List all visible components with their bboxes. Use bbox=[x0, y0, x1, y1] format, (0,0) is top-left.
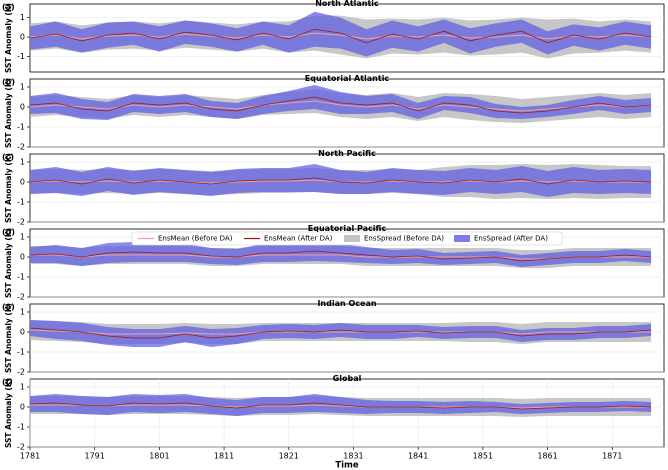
y-tick-label: 0 bbox=[20, 328, 25, 337]
panel-label: (a) bbox=[2, 3, 15, 12]
panel-title: Indian Ocean bbox=[317, 299, 376, 308]
panel-label: (d) bbox=[2, 228, 15, 237]
y-axis-label: SST Anomaly (K) bbox=[4, 303, 13, 373]
y-axis-label: SST Anomaly (K) bbox=[4, 228, 13, 298]
y-tick-label: 0 bbox=[20, 403, 25, 412]
panel-title: Global bbox=[333, 374, 362, 383]
x-tick-label: 1801 bbox=[149, 452, 169, 461]
y-tick-label: 0 bbox=[20, 33, 25, 42]
x-tick-label: 1841 bbox=[408, 452, 428, 461]
spread-band bbox=[30, 164, 652, 197]
panel-label: (b) bbox=[2, 78, 15, 87]
legend-swatch bbox=[454, 235, 470, 242]
mean-line bbox=[29, 327, 652, 339]
panel-label: (e) bbox=[2, 303, 15, 312]
x-tick-label: 1781 bbox=[20, 452, 40, 461]
mean-line bbox=[29, 329, 652, 335]
y-tick-label: 0 bbox=[20, 253, 25, 262]
spread-band bbox=[30, 320, 652, 347]
panel-title: Equatorial Atlantic bbox=[305, 74, 390, 83]
y-tick-label: -1 bbox=[17, 198, 25, 207]
y-tick-label: -2 bbox=[17, 293, 25, 302]
y-tick-label: 0 bbox=[20, 178, 25, 187]
y-tick-label: -2 bbox=[17, 143, 25, 152]
y-axis-label: SST Anomaly (K) bbox=[4, 378, 13, 448]
mean-line bbox=[29, 28, 652, 44]
mean-line bbox=[29, 32, 652, 40]
legend-label: EnsSpread (Before DA) bbox=[364, 235, 444, 243]
x-tick-label: 1831 bbox=[343, 452, 363, 461]
panel-title: North Atlantic bbox=[315, 0, 379, 8]
x-tick-label: 1811 bbox=[214, 452, 234, 461]
x-tick-label: 1871 bbox=[602, 452, 622, 461]
legend-label: EnsSpread (After DA) bbox=[474, 235, 548, 243]
panel-title: North Pacific bbox=[318, 149, 376, 158]
y-tick-label: -2 bbox=[17, 368, 25, 377]
y-axis-label: SST Anomaly (K) bbox=[4, 3, 13, 73]
legend-label: EnsMean (After DA) bbox=[264, 235, 333, 243]
y-tick-label: 1 bbox=[20, 13, 25, 22]
mean-line bbox=[29, 177, 652, 185]
y-tick-label: -2 bbox=[17, 443, 25, 452]
y-tick-label: 1 bbox=[20, 383, 25, 392]
y-axis-label: SST Anomaly (K) bbox=[4, 78, 13, 148]
panel-label: (c) bbox=[2, 153, 14, 162]
spread-band bbox=[30, 241, 652, 267]
panel-title: Equatorial Pacific bbox=[308, 224, 387, 233]
x-tick-label: 1861 bbox=[537, 452, 557, 461]
y-tick-label: -1 bbox=[17, 423, 25, 432]
y-tick-label: 0 bbox=[20, 103, 25, 112]
y-tick-label: -1 bbox=[17, 273, 25, 282]
x-tick-label: 1791 bbox=[85, 452, 105, 461]
x-axis-label: Time bbox=[335, 461, 359, 470]
x-tick-label: 1851 bbox=[473, 452, 493, 461]
legend-swatch bbox=[344, 235, 360, 242]
y-tick-label: 1 bbox=[20, 158, 25, 167]
panel-label: (f) bbox=[2, 378, 13, 387]
spread-band bbox=[30, 11, 652, 57]
y-tick-label: 1 bbox=[20, 233, 25, 242]
legend-label: EnsMean (Before DA) bbox=[158, 235, 233, 243]
y-tick-label: -2 bbox=[17, 218, 25, 227]
y-tick-label: -1 bbox=[17, 123, 25, 132]
x-tick-label: 1821 bbox=[279, 452, 299, 461]
mean-line bbox=[29, 96, 652, 114]
y-tick-label: -1 bbox=[17, 348, 25, 357]
y-tick-label: -1 bbox=[17, 52, 25, 61]
y-axis-label: SST Anomaly (K) bbox=[4, 153, 13, 223]
mean-line bbox=[29, 402, 652, 410]
mean-line bbox=[29, 100, 652, 112]
y-tick-label: 1 bbox=[20, 83, 25, 92]
y-tick-label: 1 bbox=[20, 308, 25, 317]
mean-line bbox=[30, 404, 652, 409]
mean-line bbox=[29, 250, 652, 262]
